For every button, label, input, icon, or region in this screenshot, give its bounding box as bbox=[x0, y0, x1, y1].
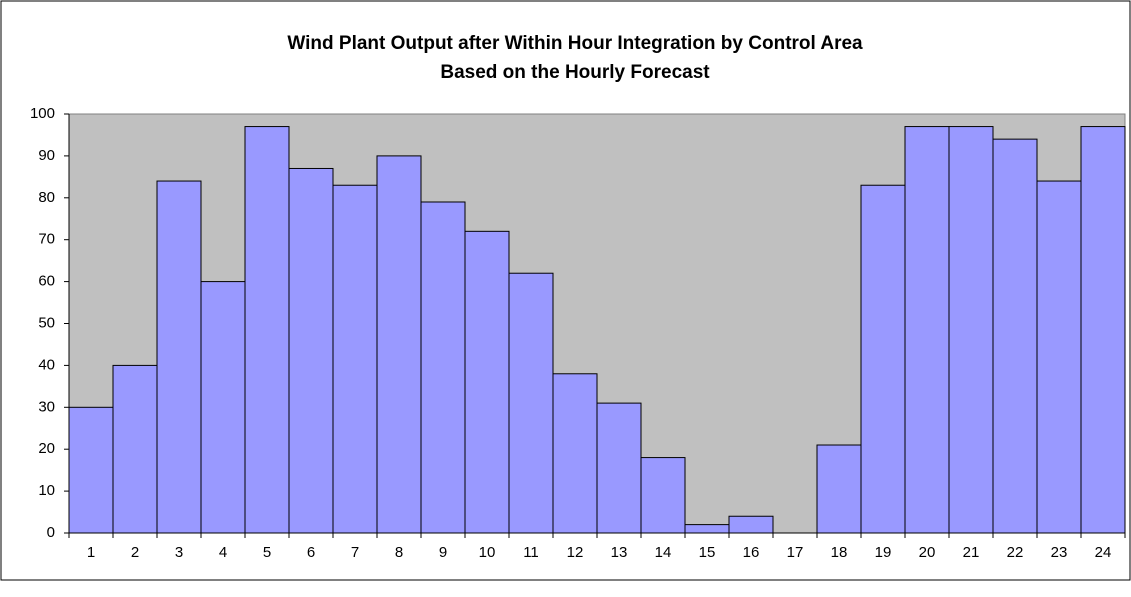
bar bbox=[552, 373, 598, 534]
bar bbox=[376, 155, 422, 534]
x-tick-label: 20 bbox=[919, 544, 936, 561]
x-tick-label: 6 bbox=[307, 544, 315, 561]
y-tick-label: 30 bbox=[38, 398, 55, 415]
x-tick-label: 23 bbox=[1051, 544, 1068, 561]
y-tick-label: 80 bbox=[38, 189, 55, 206]
bar bbox=[816, 444, 862, 534]
x-tick-label: 19 bbox=[875, 544, 892, 561]
x-tick-label: 7 bbox=[351, 544, 359, 561]
x-tick-label: 21 bbox=[963, 544, 980, 561]
bar bbox=[948, 126, 994, 534]
bar bbox=[288, 167, 334, 534]
y-tick-label: 40 bbox=[38, 356, 55, 373]
bar bbox=[244, 126, 290, 534]
bar bbox=[200, 281, 246, 534]
bar bbox=[420, 201, 466, 534]
bar bbox=[464, 230, 510, 534]
x-tick-label: 12 bbox=[567, 544, 584, 561]
bar bbox=[508, 272, 554, 534]
y-tick-label: 90 bbox=[38, 147, 55, 164]
x-tick-label: 1 bbox=[87, 544, 95, 561]
y-tick-label: 20 bbox=[38, 440, 55, 457]
x-tick-label: 2 bbox=[131, 544, 139, 561]
bar bbox=[596, 402, 642, 534]
bar bbox=[992, 138, 1038, 534]
bar bbox=[640, 457, 686, 534]
y-tick-label: 70 bbox=[38, 231, 55, 248]
bar bbox=[904, 126, 950, 534]
x-tick-label: 9 bbox=[439, 544, 447, 561]
x-tick-label: 14 bbox=[655, 544, 672, 561]
bar bbox=[68, 406, 114, 534]
x-tick-label: 13 bbox=[611, 544, 628, 561]
bar bbox=[860, 184, 906, 534]
x-tick-label: 11 bbox=[523, 544, 539, 561]
x-tick-label: 15 bbox=[699, 544, 716, 561]
y-tick-label: 10 bbox=[38, 482, 55, 499]
y-tick-label: 50 bbox=[38, 314, 55, 331]
x-tick-label: 5 bbox=[263, 544, 271, 561]
chart-title: Based on the Hourly Forecast bbox=[440, 62, 710, 83]
bar bbox=[156, 180, 202, 534]
y-tick-label: 60 bbox=[38, 273, 55, 290]
chart-title: Wind Plant Output after Within Hour Inte… bbox=[287, 33, 863, 54]
bar bbox=[112, 364, 158, 534]
x-tick-label: 4 bbox=[219, 544, 227, 561]
x-tick-label: 8 bbox=[395, 544, 403, 561]
bar bbox=[728, 515, 774, 534]
bar bbox=[1080, 126, 1126, 534]
x-tick-label: 3 bbox=[175, 544, 183, 561]
bar bbox=[1036, 180, 1082, 534]
x-tick-label: 18 bbox=[831, 544, 848, 561]
bar bbox=[332, 184, 378, 534]
bar bbox=[684, 524, 730, 534]
x-tick-label: 17 bbox=[787, 544, 804, 561]
x-tick-label: 24 bbox=[1095, 544, 1112, 561]
x-tick-label: 16 bbox=[743, 544, 760, 561]
y-tick-label: 100 bbox=[30, 105, 55, 122]
y-tick-label: 0 bbox=[47, 524, 55, 541]
x-tick-label: 10 bbox=[479, 544, 496, 561]
x-tick-label: 22 bbox=[1007, 544, 1024, 561]
